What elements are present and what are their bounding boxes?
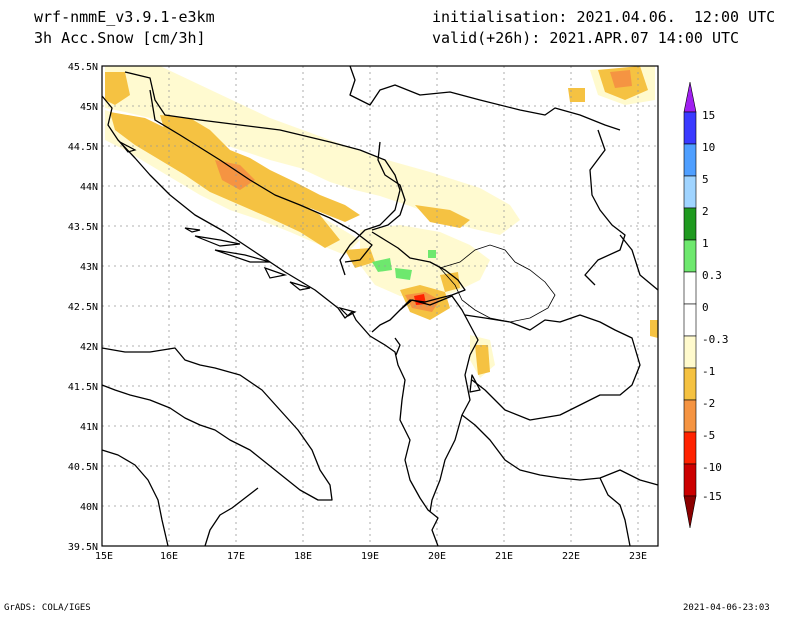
- colorbar-segment: [683, 303, 697, 337]
- snow-area-medium: [568, 88, 585, 102]
- croatia-border: [124, 71, 401, 276]
- lon-label: 19E: [361, 551, 379, 562]
- map-frame: [101, 65, 659, 547]
- lat-labels: 45.5N 45N 44.5N 44N 43.5N 43N 42.5N 42N …: [68, 62, 98, 553]
- colorbar-label: -2: [702, 397, 715, 410]
- bulgaria-border: [619, 234, 659, 291]
- colorbar-label: 15: [702, 109, 715, 122]
- footer-credit: GrADS: COLA/IGES: [4, 603, 91, 613]
- macedonia-border: [464, 314, 641, 421]
- colorbar-label: -10: [702, 461, 722, 474]
- lat-label: 43N: [80, 262, 98, 273]
- colorbar-label: 10: [702, 141, 715, 154]
- bosnia-border: [149, 89, 373, 263]
- lon-label: 18E: [294, 551, 312, 562]
- greece-border: [461, 414, 659, 486]
- snow-area-medium: [105, 72, 130, 105]
- italy-coast: [101, 347, 333, 501]
- serbia-north-border: [349, 65, 621, 131]
- colorbar-segment: [683, 431, 697, 465]
- colorbar-segment: [683, 239, 697, 273]
- lat-label: 45N: [80, 102, 98, 113]
- snow-area-positive: [395, 268, 412, 280]
- lon-label: 20E: [428, 551, 446, 562]
- colorbar-label: -0.3: [702, 333, 729, 346]
- colorbar-label: 0.3: [702, 269, 722, 282]
- italy-heel-coast: [204, 487, 259, 547]
- snow-shading: [105, 66, 658, 378]
- graticule: [102, 66, 658, 546]
- albania-border: [399, 295, 479, 513]
- lon-label: 23E: [629, 551, 647, 562]
- islands: [119, 141, 357, 317]
- valid-time: valid(+26h): 2021.APR.07 14:00 UTC: [432, 29, 740, 47]
- lat-label: 44.5N: [68, 142, 98, 153]
- snow-area-positive: [372, 258, 392, 272]
- lat-label: 42N: [80, 342, 98, 353]
- kosovo-border: [439, 244, 556, 323]
- colorbar-segment: [683, 271, 697, 305]
- colorbar-segment: [683, 335, 697, 369]
- snow-area-medium: [650, 320, 658, 338]
- colorbar-label: -5: [702, 429, 715, 442]
- lon-label: 21E: [495, 551, 513, 562]
- lat-label: 39.5N: [68, 542, 98, 553]
- colorbar-segment: [683, 207, 697, 241]
- colorbar-label: 0: [702, 301, 709, 314]
- snow-area-medium: [475, 345, 490, 375]
- lat-label: 40.5N: [68, 462, 98, 473]
- snow-area-light: [105, 66, 520, 235]
- colorbar-segment: [683, 463, 697, 497]
- lat-label: 43.5N: [68, 222, 98, 233]
- lat-label: 45.5N: [68, 62, 98, 73]
- lat-label: 41N: [80, 422, 98, 433]
- lon-label: 17E: [227, 551, 245, 562]
- serbia-east-border: [584, 129, 626, 286]
- colorbar-segment: [683, 175, 697, 209]
- calabria-coast: [101, 449, 169, 547]
- colorbar-label: 5: [702, 173, 709, 186]
- snow-area-medium: [160, 115, 360, 222]
- adriatic-east-coast: [101, 95, 439, 547]
- colorbar-label: 2: [702, 205, 709, 218]
- lat-label: 42.5N: [68, 302, 98, 313]
- coastlines-borders: [101, 65, 659, 547]
- colorbar-bottom-arrow: [683, 495, 697, 529]
- lon-label: 22E: [562, 551, 580, 562]
- colorbar: 15 10 5 2 1 0.3 0 -0.3 -1 -2 -5 -10 -15: [683, 81, 729, 529]
- snow-area-medium: [415, 205, 470, 228]
- serbia-drina-border: [371, 141, 406, 231]
- footer-timestamp: 2021-04-06-23:03: [683, 603, 770, 613]
- initialisation-time: initialisation: 2021.04.06. 12:00 UTC: [432, 8, 776, 26]
- lon-labels: 15E 16E 17E 18E 19E 20E 21E 22E 23E: [95, 551, 647, 562]
- lon-label: 15E: [95, 551, 113, 562]
- lake-skadar: [394, 337, 401, 356]
- snow-area-heavy: [215, 160, 255, 190]
- lake-ohrid: [469, 374, 481, 393]
- lon-label: 16E: [160, 551, 178, 562]
- snow-area-heavy: [610, 70, 632, 88]
- lat-label: 40N: [80, 502, 98, 513]
- colorbar-label: -15: [702, 490, 722, 503]
- colorbar-segment: [683, 111, 697, 145]
- snow-area-positive: [428, 250, 436, 258]
- lat-label: 41.5N: [68, 382, 98, 393]
- greece-coast: [599, 477, 631, 547]
- field-title: 3h Acc.Snow [cm/3h]: [34, 29, 206, 47]
- colorbar-top-arrow: [683, 81, 697, 113]
- colorbar-label: -1: [702, 365, 715, 378]
- colorbar-segment: [683, 399, 697, 433]
- colorbar-segment: [683, 367, 697, 401]
- lat-label: 44N: [80, 182, 98, 193]
- colorbar-label: 1: [702, 237, 709, 250]
- snow-area-medium: [345, 248, 375, 268]
- model-title: wrf-nmmE_v3.9.1-e3km: [34, 8, 215, 26]
- colorbar-segment: [683, 143, 697, 177]
